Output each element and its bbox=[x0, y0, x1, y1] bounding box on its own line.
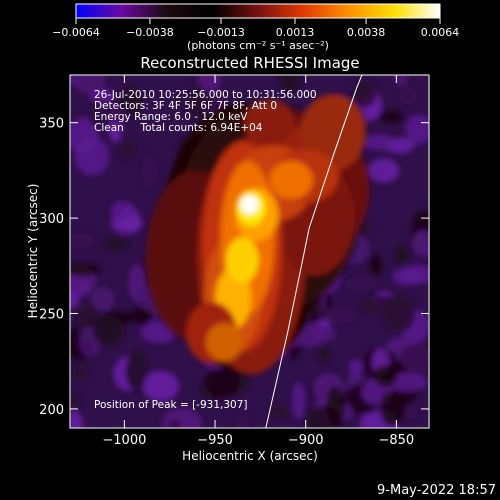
noise-blob bbox=[91, 286, 115, 312]
noise-blob bbox=[121, 87, 142, 118]
noise-blob bbox=[388, 372, 428, 392]
noise-blob bbox=[125, 350, 147, 391]
noise-blob bbox=[167, 418, 181, 428]
plot-frame bbox=[69, 74, 430, 429]
annotation-time-range: 26-Jul-2010 10:25:56.000 to 10:31:56.000 bbox=[94, 89, 317, 101]
y-tick-label: 250 bbox=[39, 308, 64, 323]
annotation-energy-range: Energy Range: 6.0 - 12.0 keV bbox=[94, 111, 248, 123]
noise-blob bbox=[349, 358, 363, 377]
noise-blob bbox=[317, 346, 331, 362]
noise-blob bbox=[326, 386, 345, 426]
noise-blob bbox=[378, 110, 404, 123]
colorbar-tick-label: −0.0038 bbox=[126, 26, 174, 39]
noise-blob bbox=[72, 362, 88, 382]
noise-blob bbox=[403, 404, 418, 420]
noise-blob bbox=[161, 408, 202, 428]
annotations: 26-Jul-2010 10:25:56.000 to 10:31:56.000… bbox=[94, 89, 317, 411]
noise-blob bbox=[413, 229, 429, 257]
noise-blob bbox=[108, 116, 122, 143]
noise-blob bbox=[110, 201, 136, 221]
x-axis-label: Heliocentric X (arcsec) bbox=[182, 449, 318, 463]
noise-blob bbox=[70, 410, 84, 428]
noise-blob bbox=[70, 119, 99, 153]
colorbar-bar bbox=[75, 3, 441, 19]
noise-blob bbox=[93, 315, 125, 347]
plot-image bbox=[70, 75, 429, 428]
y-tick-label: 200 bbox=[39, 403, 64, 418]
x-tick-label: −950 bbox=[197, 433, 233, 448]
x-axis: −1000 −950 −900 −850 bbox=[102, 75, 414, 448]
noise-blob bbox=[369, 254, 382, 276]
noise-blob bbox=[205, 364, 240, 397]
y-axis: 200 250 300 350 bbox=[39, 117, 429, 418]
emission-blob bbox=[244, 99, 295, 146]
colorbar-tick-label: 0.0013 bbox=[276, 26, 315, 39]
noise-blob bbox=[352, 79, 377, 108]
noise-blob bbox=[344, 276, 378, 292]
annotation-clean-counts: Clean Total counts: 6.94E+04 bbox=[94, 122, 263, 134]
noise-blob bbox=[103, 237, 130, 251]
colorbar: −0.0064 −0.0038 −0.0013 0.0013 0.0038 0.0064 … bbox=[52, 3, 459, 52]
y-tick-label: 300 bbox=[39, 212, 64, 227]
noise-blob bbox=[279, 75, 300, 94]
emission-blob bbox=[240, 195, 259, 215]
x-tick-label: −1000 bbox=[102, 433, 146, 448]
noise-blob bbox=[70, 232, 95, 249]
emission-blob bbox=[269, 160, 313, 200]
noise-blob bbox=[187, 84, 210, 122]
noise-blob bbox=[321, 306, 358, 324]
noise-blob bbox=[379, 391, 405, 427]
chart-title: Reconstructed RHESSI Image bbox=[140, 54, 359, 72]
colorbar-units-label: (photons cm⁻² s⁻¹ asec⁻²) bbox=[187, 39, 329, 52]
noise-blob bbox=[88, 87, 116, 104]
noise-blob bbox=[392, 267, 422, 286]
noise-blob bbox=[268, 404, 290, 418]
noise-blob bbox=[120, 138, 136, 160]
noise-blob bbox=[362, 133, 395, 151]
noise-blob bbox=[394, 245, 410, 264]
emission-blob bbox=[225, 237, 259, 283]
noise-blob bbox=[383, 294, 416, 333]
noise-blob bbox=[235, 414, 250, 428]
footer-date: 9-May-2022 18:57 bbox=[377, 483, 496, 498]
noise-blob bbox=[141, 154, 158, 188]
noise-blob bbox=[373, 365, 398, 388]
noise-blob bbox=[106, 109, 131, 123]
y-tick-label: 350 bbox=[39, 117, 64, 132]
colorbar-tick-label: −0.0064 bbox=[52, 26, 100, 39]
colorbar-tick-label: −0.0013 bbox=[197, 26, 245, 39]
noise-blob bbox=[398, 87, 417, 105]
noise-blob bbox=[400, 343, 429, 372]
colorbar-tick-label: 0.0038 bbox=[347, 26, 386, 39]
noise-blob bbox=[405, 114, 429, 144]
colorbar-ticks: −0.0064 −0.0038 −0.0013 0.0013 0.0038 0.0064 bbox=[52, 18, 459, 39]
y-axis-label: Heliocentric Y (arcsec) bbox=[26, 184, 40, 319]
noise-blob bbox=[70, 263, 102, 276]
noise-blob bbox=[142, 370, 180, 402]
noise-blob bbox=[292, 381, 305, 420]
noise-blob bbox=[70, 391, 81, 409]
colorbar-tick-label: 0.0064 bbox=[421, 26, 460, 39]
x-tick-label: −900 bbox=[288, 433, 324, 448]
x-tick-label: −850 bbox=[379, 433, 415, 448]
annotation-detectors: Detectors: 3F 4F 5F 6F 7F 8F, Att 0 bbox=[94, 100, 277, 112]
solar-limb-curve bbox=[265, 75, 363, 428]
emission-blob bbox=[205, 323, 243, 362]
annotation-peak-position: Position of Peak = [-931,307] bbox=[94, 399, 248, 411]
